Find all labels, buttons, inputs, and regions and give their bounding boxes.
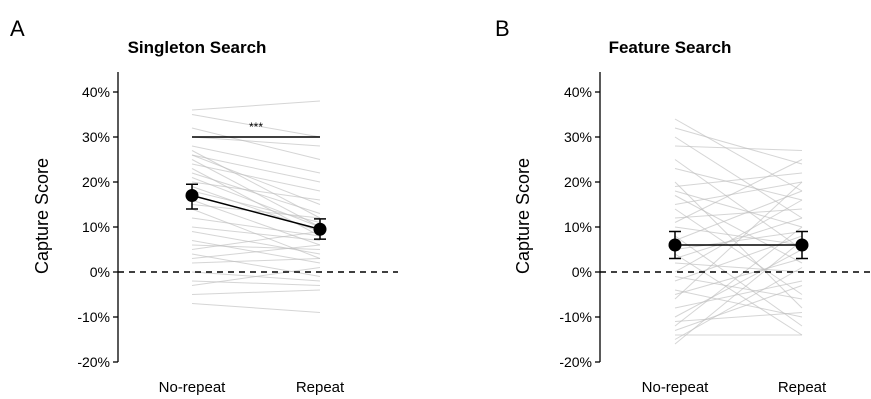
panel-b-mean-point-0 [668,238,682,252]
panel-a-participant-line-9 [191,163,321,192]
panel-b-participant-line-1 [674,127,803,165]
panel-b-participant-line-28 [674,249,803,318]
panel-b-letter: B [495,16,510,41]
panel-a-y-tick-label-1: -10% [77,309,110,325]
panel-b-y-tick-label-4: 20% [564,174,592,190]
panel-a-participant-line-16 [191,199,321,246]
panel-a-participant-line-27 [191,258,321,264]
panel-a-significance-label: *** [249,120,263,134]
panel-a-y-tick-label-6: 40% [82,84,110,100]
panel-a-y-tick-label-0: -20% [77,354,110,370]
panel-a-participant-line-13 [191,181,321,201]
panel-b-participant-line-26 [674,181,803,300]
panel-b-participant-line-16 [674,190,803,241]
panel-a-title: Singleton Search [128,38,267,57]
panel-b-participant-line-34 [674,240,803,345]
panel-a-mean-point-1 [313,222,327,236]
panel-a-y-tick-label-5: 30% [82,129,110,145]
panel-a-participant-line-20 [191,226,321,241]
panel-a-participant-line-25 [191,253,321,277]
panel-b-participant-line-21 [674,199,803,273]
panel-b-participant-line-22 [674,276,803,300]
panel-a-x-category-label-1: Repeat [296,379,345,396]
panel-b-y-tick-label-3: 10% [564,219,592,235]
panel-b-participant-line-15 [674,235,803,327]
panel-b-plot-area: -20% -10% 0% 10% 20% 30% 40% No-repeat Repeat [559,72,871,396]
panel-a: A Singleton Search Capture Score -20% -10… [10,16,398,396]
panel-a-participant-line-15 [191,190,321,223]
panel-b-y-tick-label-1: -10% [559,309,592,325]
panel-b-mean-point-1 [795,238,809,252]
panel-a-participant-line-7 [191,154,321,205]
panel-a-mean-point-0 [185,189,199,202]
panel-b-y-axis-title: Capture Score [513,158,533,274]
panel-b-participant-line-27 [674,280,803,309]
panel-a-participant-line-3 [191,136,321,147]
panel-a-y-tick-label-4: 20% [82,174,110,190]
panel-b-y-tick-label-5: 30% [564,129,592,145]
panel-a-participant-line-26 [191,244,321,259]
panel-a-participant-line-12 [191,177,321,228]
panel-b-participant-line-0 [674,118,803,192]
panel-b-title: Feature Search [609,38,732,57]
panel-b-participant-line-2 [674,136,803,219]
panel-b-participant-line-9 [674,195,803,264]
panel-a-participant-line-2 [191,127,321,160]
panel-b-x-category-label-0: No-repeat [642,379,710,396]
panel-b-participant-line-20 [674,262,803,273]
panel-a-participant-line-4 [191,145,321,174]
panel-a-y-tick-label-3: 10% [82,219,110,235]
panel-a-y-axis-title: Capture Score [32,158,52,274]
panel-a-participant-line-17 [191,204,321,219]
panel-a-participant-line-29 [191,280,321,286]
panel-a-mean-line [191,194,321,230]
panel-a-participant-line-11 [191,172,321,214]
panel-b-participant-line-7 [674,172,803,187]
panel-b-participant-line-3 [674,145,803,151]
panel-a-y-tick-label-2: 0% [90,264,110,280]
panel-b-participant-line-19 [674,217,803,259]
panel-b-participant-line-29 [674,312,803,322]
panel-a-plot-area: -20% -10% 0% 10% 20% 30% 40% No-repeat Repeat *** [77,72,398,396]
panel-b-x-category-label-1: Repeat [778,379,827,396]
panel-b-participant-line-23 [674,235,803,282]
panel-a-participant-line-1 [191,114,321,138]
panel-b-y-tick-label-6: 40% [564,84,592,100]
panel-a-participant-line-19 [191,217,321,237]
panel-b-participant-line-30 [674,226,803,327]
panel-b-participant-line-12 [674,208,803,219]
panel-b: B Feature Search Capture Score -20% -10% 0… [495,16,871,396]
panel-a-participant-line-30 [191,267,321,286]
panel-a-participant-line-24 [191,231,321,250]
panel-a-participant-line-32 [191,303,321,313]
panel-a-participant-line-31 [191,289,321,295]
panel-b-y-tick-label-0: -20% [559,354,592,370]
panel-b-participant-line-8 [674,190,803,228]
panel-a-x-category-label-0: No-repeat [159,379,227,396]
panel-a-participant-line-6 [191,154,321,183]
panel-a-participant-line-23 [191,244,321,250]
panel-b-participant-line-13 [674,159,803,223]
panel-b-participant-line-11 [674,208,803,295]
panel-a-participant-line-21 [191,231,321,255]
panel-b-y-tick-label-2: 0% [572,264,592,280]
panel-b-participant-line-31 [674,285,803,331]
panel-a-letter: A [10,16,25,41]
panel-b-participant-line-5 [674,168,803,201]
panel-a-participant-line-0 [191,100,321,111]
panel-b-participant-line-33 [674,267,803,340]
panel-b-participant-line-10 [674,181,803,205]
